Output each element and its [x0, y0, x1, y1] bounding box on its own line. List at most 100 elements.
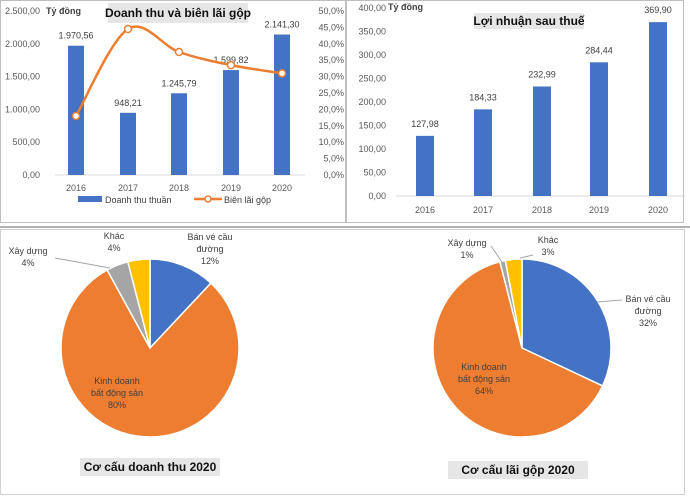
- slice-label: Bán vé cầu: [625, 294, 670, 304]
- y-tick-label: 250,00: [358, 74, 386, 84]
- bar-2018: [171, 93, 187, 175]
- y2-tick-label: 40,0%: [318, 39, 344, 49]
- data-label: 284,44: [585, 45, 613, 55]
- y2-tick-label: 50,0%: [318, 6, 344, 16]
- bar-2020: [274, 34, 290, 176]
- y-tick-label: 100,00: [358, 144, 386, 154]
- leader-line: [490, 245, 503, 263]
- unit-label: Tỷ đồng: [46, 6, 81, 16]
- y2-tick-label: 10,0%: [318, 137, 344, 147]
- slice-label: 12%: [201, 256, 219, 266]
- y-tick-label: 2.000,00: [5, 39, 40, 49]
- unit-label: Tỷ đồng: [388, 2, 423, 12]
- y-tick-label: 50,00: [363, 168, 386, 178]
- y-tick-label: 2.500,00: [5, 6, 40, 16]
- y-tick-label: 200,00: [358, 97, 386, 107]
- y-tick-label: 500,00: [12, 137, 40, 147]
- legend-swatch-bar: [78, 196, 102, 202]
- slice-label: 4%: [21, 258, 34, 268]
- data-label: 127,98: [411, 119, 439, 129]
- slice-label: Khác: [104, 231, 125, 241]
- margin-point-2018: [174, 47, 184, 57]
- chart-title: Cơ cấu doanh thu 2020: [84, 460, 217, 474]
- data-label: 2.141,30: [264, 20, 299, 30]
- title-background: [448, 461, 588, 479]
- pie-slice-1: [60, 268, 240, 438]
- chart-title: Lợi nhuận sau thuế: [473, 14, 585, 28]
- frame-profit: [346, 0, 684, 223]
- bar-2016: [68, 45, 84, 175]
- y2-tick-label: 20,0%: [318, 104, 344, 114]
- slice-label: Xây dựng: [8, 246, 47, 256]
- slice-label: đường: [197, 244, 224, 254]
- margin-point-2017: [123, 24, 133, 34]
- x-tick-label: 2017: [473, 205, 493, 215]
- margin-point-2020: [277, 69, 287, 78]
- slice-label: 4%: [107, 243, 120, 253]
- slice-label: Khác: [538, 235, 559, 245]
- chart-title: Cơ cấu lãi gộp 2020: [461, 463, 575, 477]
- pie-slice-0: [149, 258, 212, 350]
- slice-label: Kinh doanh: [94, 376, 140, 386]
- margin-line: [74, 25, 283, 117]
- x-tick-label: 2018: [169, 183, 189, 193]
- slice-label: bất động sản: [91, 388, 143, 398]
- slice-label: 80%: [108, 400, 126, 410]
- title-background: [474, 13, 584, 29]
- y2-tick-label: 15,0%: [318, 121, 344, 131]
- x-tick-label: 2016: [415, 205, 435, 215]
- data-label: 184,33: [469, 92, 497, 102]
- bar-2019: [223, 70, 239, 175]
- y2-tick-label: 0,0%: [323, 170, 344, 180]
- bar-2017: [120, 112, 136, 175]
- slice-label: 64%: [475, 386, 493, 396]
- pie-slice-0: [521, 258, 612, 387]
- y2-tick-label: 25,0%: [318, 88, 344, 98]
- slice-label: Kinh doanh: [461, 362, 507, 372]
- x-tick-label: 2020: [272, 183, 292, 193]
- y-tick-label: 1.000,00: [5, 104, 40, 114]
- leader-line: [596, 299, 623, 303]
- data-label: 369,90: [644, 5, 672, 15]
- pie-slice-1: [432, 260, 604, 438]
- data-label: 948,21: [114, 98, 142, 108]
- x-tick-label: 2016: [66, 183, 86, 193]
- slice-label: 3%: [541, 247, 554, 257]
- legend-label: Biên lãi gộp: [224, 195, 271, 205]
- y-tick-label: 0,00: [368, 191, 386, 201]
- legend-label: Doanh thu thuần: [105, 195, 172, 205]
- slice-label: Bán vé cầu: [187, 232, 232, 242]
- x-tick-label: 2017: [118, 183, 138, 193]
- pie-slice-3: [504, 258, 523, 349]
- y2-tick-label: 45,0%: [318, 22, 344, 32]
- y-tick-label: 150,00: [358, 121, 386, 131]
- bar-2018: [533, 86, 551, 196]
- data-label: 232,99: [528, 69, 556, 79]
- bar-2017: [474, 109, 492, 196]
- leader-line: [54, 257, 111, 269]
- slice-label: đường: [635, 306, 662, 316]
- frame-pies: [0, 229, 685, 495]
- margin-point-2016: [71, 111, 81, 121]
- data-label: 1.245,79: [161, 78, 196, 88]
- legend-marker: [204, 195, 212, 203]
- y2-tick-label: 30,0%: [318, 72, 344, 82]
- slice-label: 32%: [639, 318, 657, 328]
- y-tick-label: 350,00: [358, 27, 386, 37]
- title-background: [80, 458, 220, 476]
- y-tick-label: 300,00: [358, 50, 386, 60]
- x-tick-label: 2020: [648, 205, 668, 215]
- y-tick-label: 0,00: [22, 170, 40, 180]
- bar-2020: [649, 22, 667, 196]
- bar-2016: [416, 135, 434, 196]
- slice-label: Xây dựng: [447, 238, 486, 248]
- bar-2019: [590, 62, 608, 196]
- slice-label: 1%: [460, 250, 473, 260]
- chart-title: Doanh thu và biên lãi gộp: [105, 6, 251, 20]
- x-tick-label: 2018: [532, 205, 552, 215]
- leader-line: [519, 254, 534, 259]
- margin-point-2019: [226, 60, 236, 70]
- data-label: 1.970,56: [58, 31, 93, 41]
